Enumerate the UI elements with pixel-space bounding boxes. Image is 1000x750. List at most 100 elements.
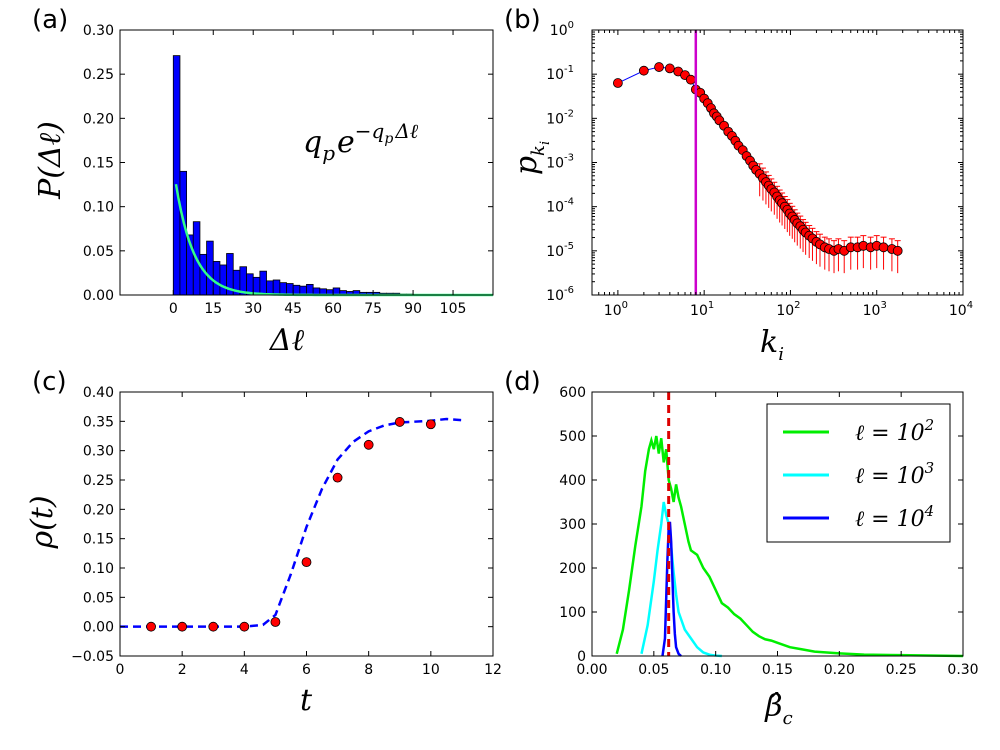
panel-c-model-curve [120, 417, 463, 628]
panel-b-ytick-label-exp: -6 [564, 285, 574, 296]
panel-b-ytick-label-base: 10 [546, 288, 564, 304]
panel-a-xtick-label: 105 [440, 301, 467, 317]
panel-b-ytick-label: 100 [550, 20, 574, 39]
panel-c-label: (c) [32, 367, 67, 397]
panel-a-bar [292, 284, 301, 296]
panel-c-ytick-label: 0.20 [83, 502, 114, 518]
panel-b-xtick-label: 102 [776, 300, 800, 319]
panel-b-xtick-label-base: 10 [604, 303, 622, 319]
formula-base: q [303, 125, 322, 160]
panel-a-bar [306, 283, 314, 296]
panel-d-xtick-label: 0.30 [947, 662, 978, 678]
panel-b-xtick-label: 100 [604, 300, 628, 319]
panel-a-xtick-label: 0 [169, 301, 178, 317]
formula-supsub: p [384, 131, 393, 147]
legend-label-exp: 4 [924, 502, 935, 520]
panel-c-ytick-label: −0.05 [71, 649, 114, 665]
panel-c-xtick-label: 2 [178, 662, 187, 678]
panel-a-xlabel: Δℓ [269, 323, 305, 358]
panel-d-ytick-label: 0 [577, 649, 586, 665]
panel-b-xtick-label-exp: 0 [622, 300, 628, 311]
panel-b-ylabel: pki [509, 141, 553, 175]
panel-c-frame [119, 391, 494, 657]
panel-c-point [394, 417, 405, 427]
panel-a-ytick-label: 0.15 [83, 156, 114, 172]
panel-b-ytick-label-base: 10 [546, 156, 564, 172]
panel-c-ytick-label: 0.30 [83, 444, 114, 460]
panel-b-xlabel: ki [760, 325, 784, 365]
panel-b-ytick-label-exp: 0 [568, 20, 574, 31]
formula-sup: −q [355, 119, 385, 143]
panel-b-xtick-label-exp: 2 [794, 300, 800, 311]
panel-a-ytick-label: 0.25 [83, 67, 114, 83]
panel-b-ytick-label: 10-5 [546, 241, 574, 260]
panel-b-ytick-label-exp: -2 [564, 108, 574, 119]
panel-d-xtick-label: 0.10 [700, 662, 731, 678]
panel-b-point [664, 63, 675, 74]
panel-c-xtick-label: 12 [484, 662, 502, 678]
panel-b-xlabel-base: k [760, 325, 778, 360]
panel-b-ytick-label-base: 10 [550, 23, 568, 39]
panel-d-ytick-label: 300 [559, 517, 586, 533]
panel-b-label: (b) [504, 5, 541, 35]
panel-b-ytick-label-exp: -3 [564, 153, 574, 164]
panel-a-label: (a) [32, 5, 68, 35]
panel-c-ytick-label: 0.35 [83, 414, 114, 430]
panel-c-point [239, 621, 250, 632]
legend-label-exp: 3 [925, 459, 935, 477]
panel-c-xtick-label: 6 [302, 662, 311, 678]
panel-b-ytick-label-exp: -5 [564, 241, 574, 252]
panel-b-xtick-label-exp: 3 [880, 300, 886, 311]
panel-b-ytick-label-exp: -1 [564, 64, 574, 75]
panel-d-xlabel: β̂c [764, 689, 792, 729]
panel-a-xtick-label: 75 [364, 301, 382, 317]
panel-d-xtick-label: 0.15 [762, 662, 793, 678]
panel-c-density-curve: 0 2 4 6 8 10 12 −0.05 0.00 0.05 0.10 0.15 0.20 0.25 0.… [71, 385, 502, 678]
panel-b-point [654, 62, 664, 72]
panel-a-bar [212, 261, 221, 296]
panel-c-xlabel: t [300, 683, 313, 718]
panel-a-bar [206, 240, 214, 296]
panel-b-point [685, 74, 696, 85]
panel-b-ytick-label-base: 10 [546, 67, 564, 83]
panel-b-point [612, 78, 623, 88]
panel-b-point [892, 245, 903, 256]
panel-b-line [617, 66, 898, 252]
panel-d-ytick-label: 200 [559, 561, 586, 577]
panel-c-point [363, 439, 374, 450]
panel-d-ytick-label: 100 [559, 605, 586, 621]
panel-d-xtick-label: 0.20 [824, 662, 855, 678]
panel-c-point [177, 621, 188, 632]
panel-a-bar [272, 279, 281, 296]
panel-a-xtick-label: 60 [324, 301, 342, 317]
panel-b-ytick-label: 10-1 [546, 64, 574, 83]
panel-d-legend-label: ℓ = 104 [855, 502, 934, 532]
legend-label-base: ℓ = 10 [855, 421, 925, 446]
panel-d-xlabel-base: β̂ [764, 689, 782, 724]
panel-d-xtick-label: 0.00 [576, 662, 607, 678]
panel-a-bar [279, 282, 287, 296]
panel-b-xtick-label-exp: 4 [967, 300, 973, 311]
panel-b-xtick-label: 101 [690, 300, 714, 319]
panel-d-label: (d) [504, 367, 541, 397]
panel-b-xtick-label-base: 10 [690, 303, 708, 319]
panel-d-beta-distribution: 0.00 0.05 0.10 0.15 0.20 0.25 0.30 0 100 200 300 40… [559, 385, 978, 678]
panel-b-xtick-label-base: 10 [776, 303, 794, 319]
panel-a-formula: qpe−qp Δℓ [303, 119, 419, 165]
panel-c-point [332, 472, 343, 483]
panel-a-ytick-label: 0.20 [83, 111, 114, 127]
panel-c-xtick-label: 10 [422, 662, 440, 678]
legend-label-base: ℓ = 10 [855, 464, 925, 489]
panel-c-point [146, 621, 156, 632]
panel-a-bar [286, 283, 294, 296]
panel-b-ytick-label: 10-4 [546, 197, 574, 216]
panel-d-xlabel-sub: c [783, 708, 793, 729]
panel-d-ytick-label: 500 [559, 429, 586, 445]
legend-label-base: ℓ = 10 [855, 507, 925, 532]
panel-a-xtick-label: 45 [284, 301, 302, 317]
panel-b-ytick-label-base: 10 [546, 111, 564, 127]
panel-b-ytick-label: 10-3 [546, 153, 574, 172]
panel-b-xlabel-sub: i [778, 344, 784, 365]
legend-label-exp: 2 [924, 416, 935, 434]
